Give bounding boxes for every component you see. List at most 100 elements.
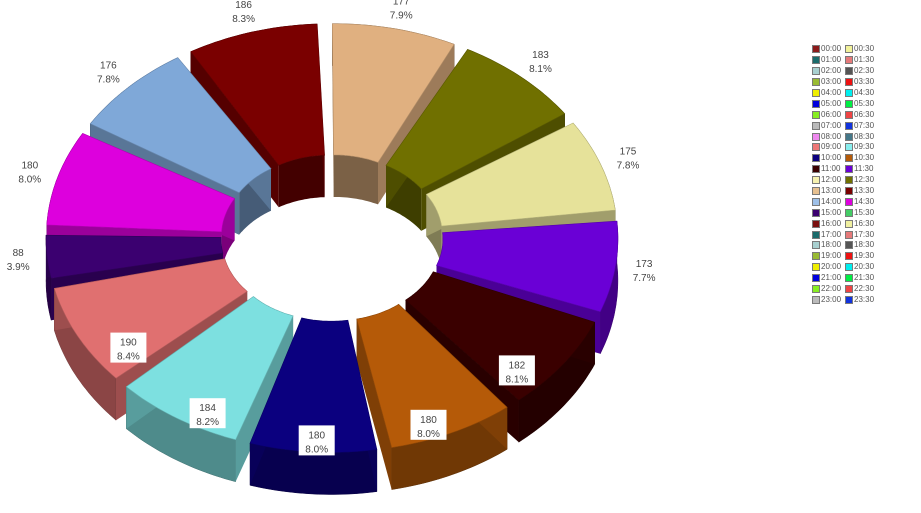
legend-row: 21:00 21:30	[812, 273, 878, 284]
slice-label-12: 175 7.8%	[617, 146, 640, 171]
legend-label: 20:30	[854, 262, 875, 272]
legend-label: 23:30	[854, 294, 875, 304]
legend-swatch	[845, 208, 853, 217]
legend-item: 09:30	[845, 142, 878, 153]
legend-swatch	[812, 78, 820, 87]
legend: 00:00 00:30 01:00 01:30 02:00 02:30 03:00 03:30…	[812, 44, 878, 305]
legend-swatch	[845, 197, 853, 206]
legend-swatch	[812, 121, 820, 130]
slice-value-label-9: 186	[235, 0, 252, 11]
legend-item: 17:30	[845, 229, 878, 240]
legend-swatch	[845, 165, 853, 174]
legend-label: 11:00	[821, 164, 841, 174]
slice-label-4: 184 8.2%	[189, 398, 226, 429]
legend-label: 01:00	[821, 55, 842, 65]
legend-swatch	[845, 295, 853, 304]
legend-row: 06:00 06:30	[812, 109, 878, 120]
legend-row: 04:00 04:30	[812, 88, 878, 99]
legend-row: 20:00 20:30	[812, 262, 878, 273]
legend-swatch	[845, 230, 853, 239]
legend-label: 19:00	[821, 251, 842, 261]
legend-item: 20:30	[845, 262, 878, 273]
slice-label-box-5	[110, 332, 147, 363]
legend-row: 02:00 02:30	[812, 66, 878, 77]
legend-item: 04:30	[845, 88, 878, 99]
slice-label-1: 182 8.1%	[498, 355, 535, 386]
legend-row: 15:00 15:30	[812, 207, 878, 218]
legend-label: 00:00	[821, 44, 842, 54]
legend-swatch	[812, 45, 820, 54]
legend-label: 12:00	[821, 175, 842, 185]
legend-swatch	[845, 143, 853, 152]
legend-row: 01:00 01:30	[812, 55, 878, 66]
legend-item: 03:30	[845, 77, 878, 88]
legend-row: 18:00 18:30	[812, 240, 878, 251]
legend-label: 14:00	[821, 196, 842, 206]
legend-item: 15:30	[845, 207, 878, 218]
slice-label-2: 180 8.0%	[410, 409, 447, 440]
slice-label-8: 176 7.8%	[97, 61, 120, 86]
slice-7	[46, 133, 236, 233]
legend-label: 07:00	[821, 120, 842, 130]
slice-1	[405, 271, 596, 401]
legend-item: 08:30	[845, 131, 878, 142]
legend-label: 00:30	[854, 44, 875, 54]
slice-label-11: 183 8.1%	[529, 50, 552, 75]
slice-value-label-1: 182	[509, 360, 526, 371]
legend-swatch	[812, 176, 820, 185]
legend-swatch	[845, 67, 853, 76]
legend-label: 13:00	[821, 186, 842, 196]
legend-item: 12:00	[812, 175, 845, 186]
legend-item: 05:30	[845, 98, 878, 109]
legend-label: 09:00	[821, 142, 842, 152]
legend-swatch	[812, 99, 820, 108]
legend-row: 03:00 03:30	[812, 77, 878, 88]
legend-item: 19:00	[812, 251, 845, 262]
legend-swatch	[812, 285, 820, 294]
legend-item: 23:30	[845, 294, 878, 305]
slice-value-label-2: 180	[420, 415, 437, 426]
legend-item: 18:00	[812, 240, 845, 251]
slice-value-label-10: 177	[393, 0, 410, 8]
slice-inner-wall-10	[333, 155, 378, 205]
slice-percent-label-2: 8.0%	[417, 429, 440, 440]
legend-label: 22:30	[854, 284, 875, 294]
legend-label: 22:00	[821, 284, 842, 294]
legend-swatch	[812, 252, 820, 261]
slice-label-9: 186 8.3%	[232, 0, 255, 25]
legend-item: 17:00	[812, 229, 845, 240]
legend-label: 08:30	[854, 131, 875, 141]
legend-label: 21:30	[854, 273, 875, 283]
legend-label: 04:30	[854, 88, 875, 97]
slice-percent-label-4: 8.2%	[196, 417, 219, 428]
legend-swatch	[812, 208, 820, 217]
slice-percent-label-0: 7.7%	[633, 273, 656, 284]
legend-row: 00:00 00:30	[812, 44, 878, 55]
legend-swatch	[812, 274, 820, 283]
slice-value-label-0: 173	[636, 259, 653, 270]
legend-row: 17:00 17:30	[812, 229, 878, 240]
slice-percent-label-1: 8.1%	[506, 374, 529, 385]
legend-swatch	[812, 197, 820, 206]
slice-5	[53, 258, 248, 379]
legend-swatch	[845, 154, 853, 163]
legend-item: 21:00	[812, 273, 845, 284]
legend-label: 18:30	[854, 240, 875, 250]
legend-swatch	[812, 67, 820, 76]
slice-value-label-4: 184	[199, 403, 216, 414]
legend-item: 14:00	[812, 196, 845, 207]
legend-label: 15:30	[854, 207, 875, 217]
legend-swatch	[845, 176, 853, 185]
legend-row: 11:00 11:30	[812, 164, 878, 175]
legend-swatch	[812, 110, 820, 119]
legend-swatch	[845, 263, 853, 272]
slice-label-3: 180 8.0%	[298, 425, 335, 456]
slice-percent-label-6: 3.9%	[7, 262, 30, 273]
legend-label: 16:30	[854, 218, 875, 228]
legend-item: 10:30	[845, 153, 878, 164]
legend-item: 06:30	[845, 109, 878, 120]
legend-item: 09:00	[812, 142, 845, 153]
legend-item: 13:30	[845, 186, 878, 197]
